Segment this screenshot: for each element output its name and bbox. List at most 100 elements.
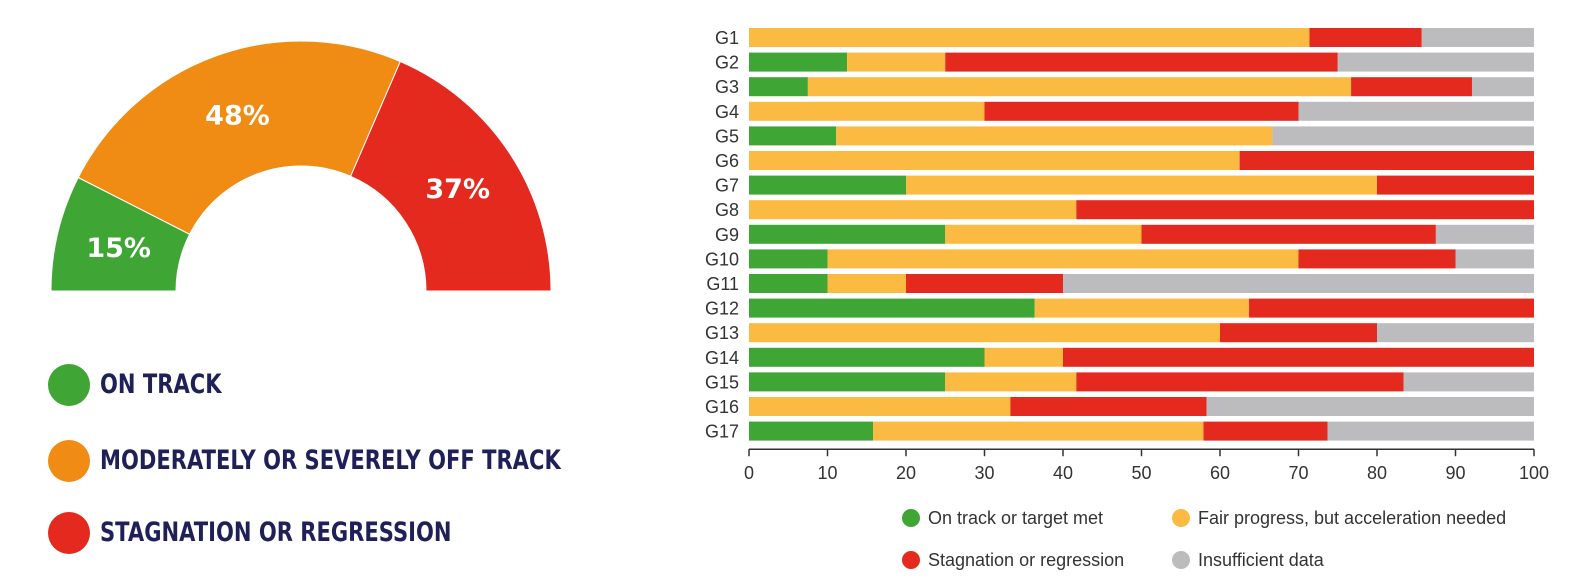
bar-segment-g1-s1 [749, 28, 1310, 47]
gauge-legend-label: STAGNATION OR REGRESSION [100, 517, 452, 548]
orange-dot-icon [48, 440, 90, 482]
legend-label-insufficient: Insufficient data [1198, 550, 1325, 570]
bar-segment-g9-s1 [945, 224, 1142, 244]
bar-segment-g14-s0 [749, 347, 985, 367]
y-label-g13: G13 [705, 323, 739, 343]
legend-dot-stagnation [902, 551, 920, 569]
y-label-g1: G1 [715, 28, 739, 48]
gauge-segment-off-track [77, 40, 401, 235]
gauge-label-on-track: 15% [86, 233, 151, 264]
bar-segment-g2-s0 [749, 52, 848, 72]
bar-segment-g3-s2 [1351, 77, 1472, 97]
gauge-chart: 15% 48% 37% [50, 40, 552, 292]
bar-segment-g11-s3 [1063, 274, 1534, 293]
bar-segment-g17-s0 [749, 421, 874, 441]
bar-segment-g9-s0 [749, 224, 946, 244]
x-tick-label-80: 80 [1367, 463, 1387, 483]
bar-segment-g9-s2 [1141, 224, 1436, 244]
x-tick-label-0: 0 [744, 463, 754, 483]
bar-segment-g11-s0 [749, 274, 828, 293]
bar-segment-g12-s2 [1249, 298, 1534, 318]
bar-segment-g1-s2 [1309, 28, 1422, 47]
y-axis-labels: G1 G2 G3 G4 G5 G6 G7 G8 G9 G10 G11 G12 G13 G14 G15 G16 G… [705, 28, 739, 442]
bar-segment-g2-s1 [847, 52, 946, 72]
bar-segment-g15-s2 [1076, 372, 1404, 392]
legend-dot-on-track [902, 509, 920, 527]
bar-segment-g17-s2 [1203, 421, 1328, 441]
gauge-legend-label: ON TRACK [100, 369, 222, 400]
bar-segment-g17-s1 [873, 421, 1204, 441]
y-label-g15: G15 [705, 372, 739, 392]
y-label-g11: G11 [706, 274, 739, 294]
bar-segment-g7-s1 [906, 175, 1377, 195]
bar-segment-g6-s1 [749, 151, 1240, 170]
bar-segment-g14-s2 [1063, 347, 1534, 367]
bar-segment-g5-s1 [836, 126, 1273, 146]
y-label-g5: G5 [715, 126, 739, 146]
bar-segment-g12-s1 [1034, 298, 1250, 318]
legend-label-fair-progress: Fair progress, but acceleration needed [1198, 508, 1506, 528]
y-label-g16: G16 [705, 397, 739, 417]
x-tick-label-100: 100 [1519, 463, 1549, 483]
y-label-g9: G9 [715, 225, 739, 245]
y-label-g17: G17 [705, 422, 739, 442]
bar-segment-g7-s0 [749, 175, 906, 195]
bar-area [749, 28, 1534, 441]
gauge-legend-label: MODERATELY OR SEVERELY OFF TRACK [100, 445, 561, 476]
y-label-g2: G2 [715, 53, 739, 73]
bar-segment-g7-s2 [1377, 175, 1534, 195]
legend-dot-fair-progress [1172, 509, 1190, 527]
bar-segment-g15-s0 [749, 372, 946, 392]
bar-segment-g17-s3 [1327, 421, 1534, 441]
bar-segment-g15-s3 [1403, 372, 1534, 392]
legend-dot-insufficient [1172, 551, 1190, 569]
y-label-g6: G6 [715, 151, 739, 171]
bar-segment-g16-s3 [1206, 397, 1534, 416]
bar-segment-g13-s3 [1377, 323, 1534, 343]
bar-segment-g11-s1 [827, 274, 906, 293]
x-tick-label-90: 90 [1445, 463, 1465, 483]
x-tick-label-50: 50 [1131, 463, 1151, 483]
y-label-g8: G8 [715, 200, 739, 220]
bar-segment-g4-s3 [1298, 101, 1534, 121]
x-tick-label-30: 30 [974, 463, 994, 483]
gauge-label-stagnation: 37% [425, 174, 490, 205]
bar-segment-g4-s1 [749, 101, 985, 121]
gauge-label-off-track: 48% [205, 101, 270, 132]
bar-segment-g13-s2 [1220, 323, 1377, 343]
bar-segment-g12-s0 [749, 298, 1035, 318]
bar-segment-g5-s0 [749, 126, 837, 146]
x-tick-label-40: 40 [1053, 463, 1073, 483]
x-axis-ticks: 0 10 20 30 40 50 60 70 80 90 100 [744, 449, 1549, 483]
y-label-g3: G3 [715, 77, 739, 97]
bar-segment-g6-s2 [1239, 151, 1534, 170]
bar-segment-g3-s3 [1471, 77, 1534, 97]
gauge-panel: 15% 48% 37% ON TRACK MODERATELY OR SEVER… [0, 0, 640, 586]
bar-segment-g11-s2 [906, 274, 1063, 293]
gauge-segment-stagnation [349, 60, 552, 292]
legend-label-stagnation: Stagnation or regression [928, 550, 1124, 570]
y-label-g12: G12 [705, 299, 739, 319]
bar-segment-g10-s1 [827, 249, 1299, 269]
y-label-g7: G7 [715, 176, 739, 196]
y-label-g4: G4 [715, 102, 739, 122]
bar-segment-g14-s1 [984, 347, 1063, 367]
bar-segment-g2-s2 [945, 52, 1338, 72]
bar-segment-g3-s1 [807, 77, 1352, 97]
y-label-g10: G10 [705, 249, 739, 269]
bar-segment-g1-s3 [1421, 28, 1534, 47]
stacked-bar-chart: G1 G2 G3 G4 G5 G6 G7 G8 G9 G10 G11 G12 G13 G14 G15 G16 G… [705, 28, 1549, 570]
x-tick-label-10: 10 [817, 463, 837, 483]
bar-segment-g9-s3 [1435, 224, 1534, 244]
green-dot-icon [48, 364, 90, 406]
bar-segment-g15-s1 [945, 372, 1077, 392]
legend-label-on-track: On track or target met [928, 508, 1103, 528]
bar-segment-g2-s3 [1337, 52, 1534, 72]
bar-segment-g10-s2 [1298, 249, 1456, 269]
bar-segment-g4-s2 [984, 101, 1299, 121]
bar-segment-g10-s0 [749, 249, 828, 269]
red-dot-icon [48, 512, 90, 554]
bar-segment-g16-s2 [1010, 397, 1207, 416]
chart-legend: On track or target met Fair progress, bu… [902, 508, 1506, 570]
bar-segment-g3-s0 [749, 77, 808, 97]
